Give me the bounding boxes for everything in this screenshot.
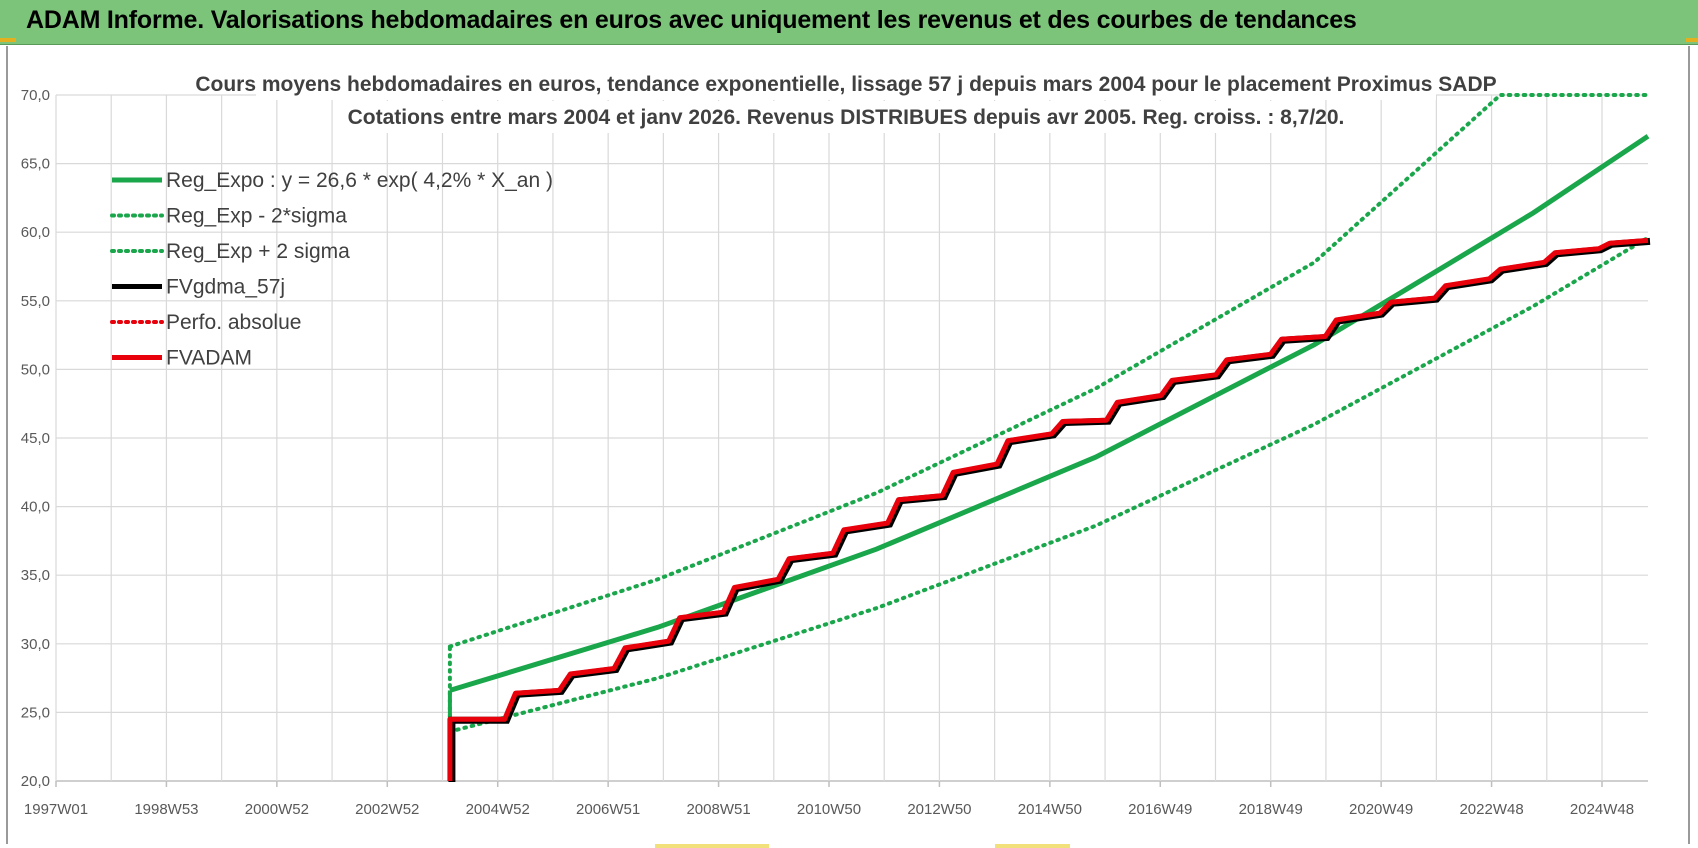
corner-mark-left	[0, 38, 16, 42]
grid-layer	[55, 94, 1648, 787]
series-fvgdma	[448, 237, 1651, 782]
series-fvadam	[447, 237, 1649, 781]
x-tick-label: 2020W49	[1349, 801, 1413, 818]
legend-label: Reg_Expo : y = 26,6 * exp( 4,2% * X_an )	[166, 169, 553, 192]
y-tick-label: 60,0	[21, 224, 50, 241]
x-tick-label: 2004W52	[466, 801, 530, 818]
y-tick-label: 55,0	[21, 293, 50, 310]
y-tick-label: 65,0	[21, 156, 50, 173]
tick-labels: 20,0 25,0 30,0 35,0 40,0 45,0 50,0 55,0 60,0 65,0…	[21, 87, 1634, 818]
footer-mark-1	[655, 844, 769, 848]
y-tick-label: 20,0	[21, 773, 50, 790]
legend-label: FVgdma_57j	[166, 276, 285, 299]
footer-mark-2	[995, 844, 1070, 848]
x-tick-label: 2024W48	[1570, 801, 1634, 818]
corner-mark-right	[1686, 38, 1698, 42]
y-tick-label: 25,0	[21, 704, 50, 721]
report-title: ADAM Informe. Valorisations hebdomadaire…	[26, 6, 1357, 34]
y-tick-label: 45,0	[21, 430, 50, 447]
x-tick-label: 2022W48	[1459, 801, 1523, 818]
series-reg-expo	[449, 134, 1650, 693]
x-tick-label: 2018W49	[1239, 801, 1303, 818]
y-tick-label: 50,0	[21, 361, 50, 378]
series-layer	[447, 93, 1651, 782]
x-tick-label: 2006W51	[576, 801, 640, 818]
legend-label: Reg_Exp - 2*sigma	[166, 205, 347, 228]
title-bg-1	[256, 68, 1436, 100]
series-perfo-absolue	[448, 238, 1649, 781]
series-upper-band	[447, 93, 1650, 649]
legend-label: Perfo. absolue	[166, 311, 301, 334]
chart-title-line1: Cours moyens hebdomadaires en euros, ten…	[195, 73, 1496, 96]
x-tick-label: 2016W49	[1128, 801, 1192, 818]
x-tick-label: 2000W52	[245, 801, 309, 818]
report-header: ADAM Informe. Valorisations hebdomadaire…	[0, 0, 1698, 45]
legend-label: FVADAM	[166, 347, 252, 370]
title-bg-2	[386, 101, 1312, 133]
x-tick-label: 2012W50	[907, 801, 971, 818]
x-tick-label: 1997W01	[24, 801, 88, 818]
x-tick-label: 2002W52	[355, 801, 419, 818]
chart-frame	[6, 46, 1690, 844]
x-tick-label: 2014W50	[1018, 801, 1082, 818]
y-tick-label: 40,0	[21, 499, 50, 516]
y-tick-label: 70,0	[21, 87, 50, 104]
legend-label: Reg_Exp + 2 sigma	[166, 240, 350, 263]
x-tick-label: 2008W51	[686, 801, 750, 818]
y-tick-label: 30,0	[21, 636, 50, 653]
series-lower-band	[447, 235, 1650, 734]
x-tick-label: 2010W50	[797, 801, 861, 818]
legend: Reg_Expo : y = 26,6 * exp( 4,2% * X_an )…	[110, 169, 553, 370]
y-tick-label: 35,0	[21, 567, 50, 584]
x-tick-label: 1998W53	[134, 801, 198, 818]
chart-title-line2: Cotations entre mars 2004 et janv 2026. …	[348, 106, 1345, 129]
